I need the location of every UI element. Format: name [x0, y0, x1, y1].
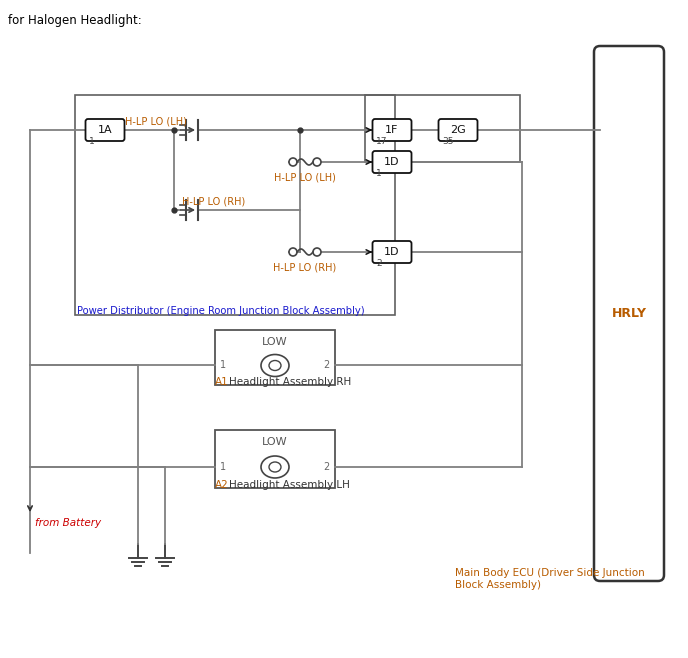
Text: H-LP LO (LH): H-LP LO (LH)	[274, 172, 336, 182]
Text: 1: 1	[376, 168, 382, 178]
Text: 35: 35	[442, 136, 453, 145]
Text: Headlight Assembly LH: Headlight Assembly LH	[229, 480, 350, 490]
Text: for Halogen Headlight:: for Halogen Headlight:	[8, 14, 142, 27]
Text: H-LP LO (RH): H-LP LO (RH)	[182, 197, 245, 207]
Text: 1D: 1D	[385, 247, 400, 257]
Ellipse shape	[269, 361, 281, 370]
Text: LOW: LOW	[262, 337, 288, 347]
Text: 2: 2	[376, 259, 382, 268]
Text: 1D: 1D	[385, 157, 400, 167]
Bar	[365, 95, 520, 162]
Text: A1: A1	[215, 377, 228, 387]
Circle shape	[313, 248, 321, 256]
Text: A2: A2	[215, 480, 228, 490]
FancyBboxPatch shape	[85, 119, 125, 141]
Text: Main Body ECU (Driver Side Junction
Block Assembly): Main Body ECU (Driver Side Junction Bloc…	[455, 568, 645, 590]
Bar	[75, 95, 395, 315]
Text: 1: 1	[220, 462, 226, 472]
Text: 1: 1	[220, 361, 226, 370]
Text: 1: 1	[89, 136, 95, 145]
Text: 1F: 1F	[385, 125, 398, 135]
Text: 2: 2	[324, 361, 330, 370]
Text: H-LP LO (LH): H-LP LO (LH)	[125, 117, 187, 127]
Text: 2G: 2G	[450, 125, 466, 135]
Text: 2: 2	[324, 462, 330, 472]
Ellipse shape	[261, 355, 289, 376]
Ellipse shape	[269, 462, 281, 472]
Text: from Battery: from Battery	[35, 518, 101, 528]
Text: LOW: LOW	[262, 437, 288, 447]
Circle shape	[313, 158, 321, 166]
Ellipse shape	[261, 456, 289, 478]
FancyBboxPatch shape	[372, 241, 411, 263]
FancyBboxPatch shape	[372, 119, 411, 141]
Text: 17: 17	[376, 136, 387, 145]
Text: H-LP LO (RH): H-LP LO (RH)	[273, 262, 336, 272]
Text: 1A: 1A	[98, 125, 112, 135]
Text: Power Distributor (Engine Room Junction Block Assembly): Power Distributor (Engine Room Junction …	[77, 306, 365, 316]
Circle shape	[289, 158, 297, 166]
FancyBboxPatch shape	[438, 119, 477, 141]
FancyBboxPatch shape	[372, 151, 411, 173]
Bar	[215, 430, 335, 488]
Text: Headlight Assembly RH: Headlight Assembly RH	[229, 377, 352, 387]
Circle shape	[289, 248, 297, 256]
Bar	[215, 330, 335, 385]
Text: HRLY: HRLY	[612, 307, 647, 320]
